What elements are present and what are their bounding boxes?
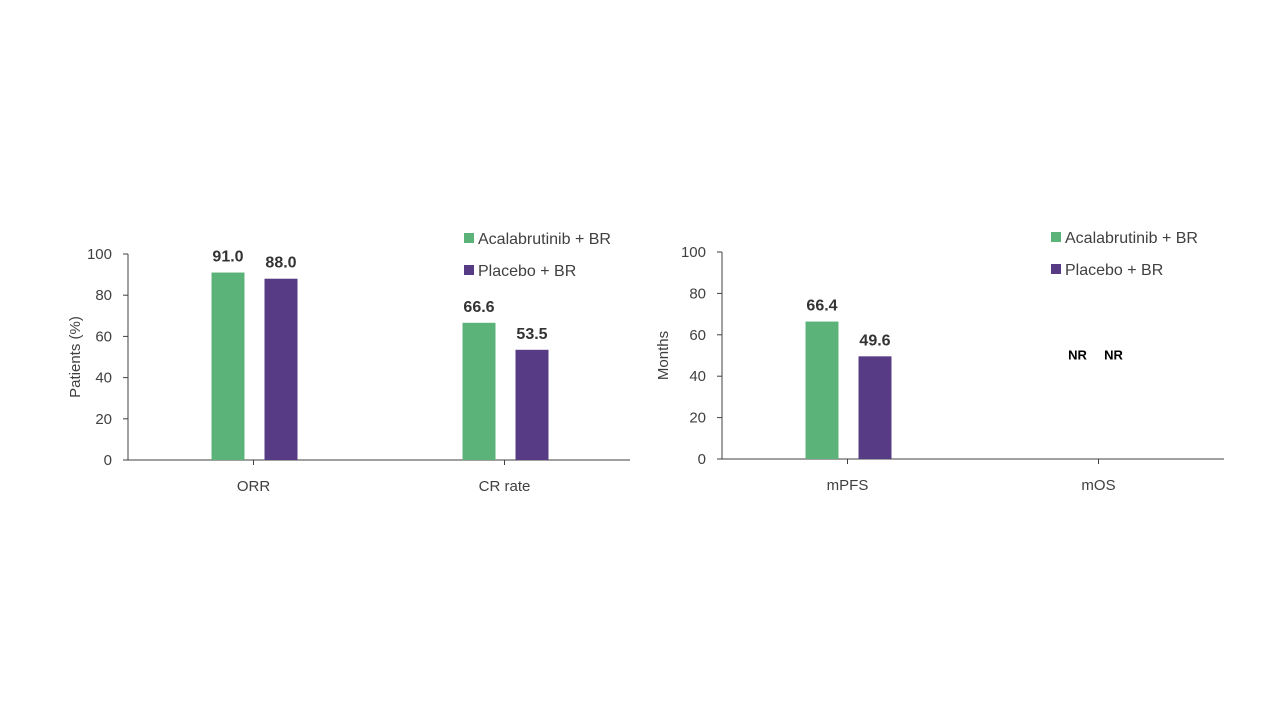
x-tick-label: mPFS [827, 477, 869, 494]
data-label-nr: NR [1068, 348, 1087, 363]
y-tick-label: 0 [104, 452, 112, 469]
y-tick-label: 40 [689, 368, 706, 385]
data-label: 88.0 [265, 255, 296, 272]
data-label: 49.6 [859, 332, 890, 349]
y-tick-label: 80 [95, 287, 112, 304]
legend-swatch [464, 233, 474, 243]
y-tick-label: 60 [689, 327, 706, 344]
data-label-nr: NR [1104, 348, 1123, 363]
y-tick-label: 0 [698, 451, 706, 468]
bar-acalabrutinib [462, 322, 496, 460]
y-tick-label: 20 [95, 411, 112, 428]
data-label: 66.6 [463, 299, 494, 316]
legend-label: Acalabrutinib + BR [1065, 230, 1198, 247]
y-tick-label: 60 [95, 328, 112, 345]
chart-1: 0 20 40 60 80 100 Patients (%) ORR 91.0 88.0 CR ra… [67, 231, 630, 495]
legend-swatch [1051, 264, 1061, 274]
x-tick-label: mOS [1081, 477, 1115, 494]
y-tick-label: 20 [689, 410, 706, 427]
bar-placebo [858, 356, 892, 459]
data-label: 91.0 [212, 249, 243, 266]
chart-2: 0 20 40 60 80 100 Months mPFS 66.4 49.6 mOS NR NR Aca… [655, 230, 1224, 494]
y-tick-label: 80 [689, 285, 706, 302]
legend-swatch [1051, 232, 1061, 242]
bar-acalabrutinib [805, 321, 839, 459]
legend-label: Acalabrutinib + BR [478, 231, 611, 248]
legend-swatch [464, 265, 474, 275]
data-label: 66.4 [806, 298, 837, 315]
bar-placebo [515, 349, 549, 460]
bar-acalabrutinib [211, 272, 245, 460]
y-tick-label: 100 [681, 244, 706, 261]
bar-placebo [264, 278, 298, 460]
x-tick-label: ORR [237, 478, 271, 495]
y-tick-label: 40 [95, 370, 112, 387]
y-axis-label: Months [655, 331, 672, 380]
legend-label: Placebo + BR [478, 263, 576, 280]
y-tick-label: 100 [87, 246, 112, 263]
data-label: 53.5 [516, 326, 547, 343]
y-axis-label: Patients (%) [67, 316, 84, 398]
x-tick-label: CR rate [479, 478, 531, 495]
legend-label: Placebo + BR [1065, 262, 1163, 279]
